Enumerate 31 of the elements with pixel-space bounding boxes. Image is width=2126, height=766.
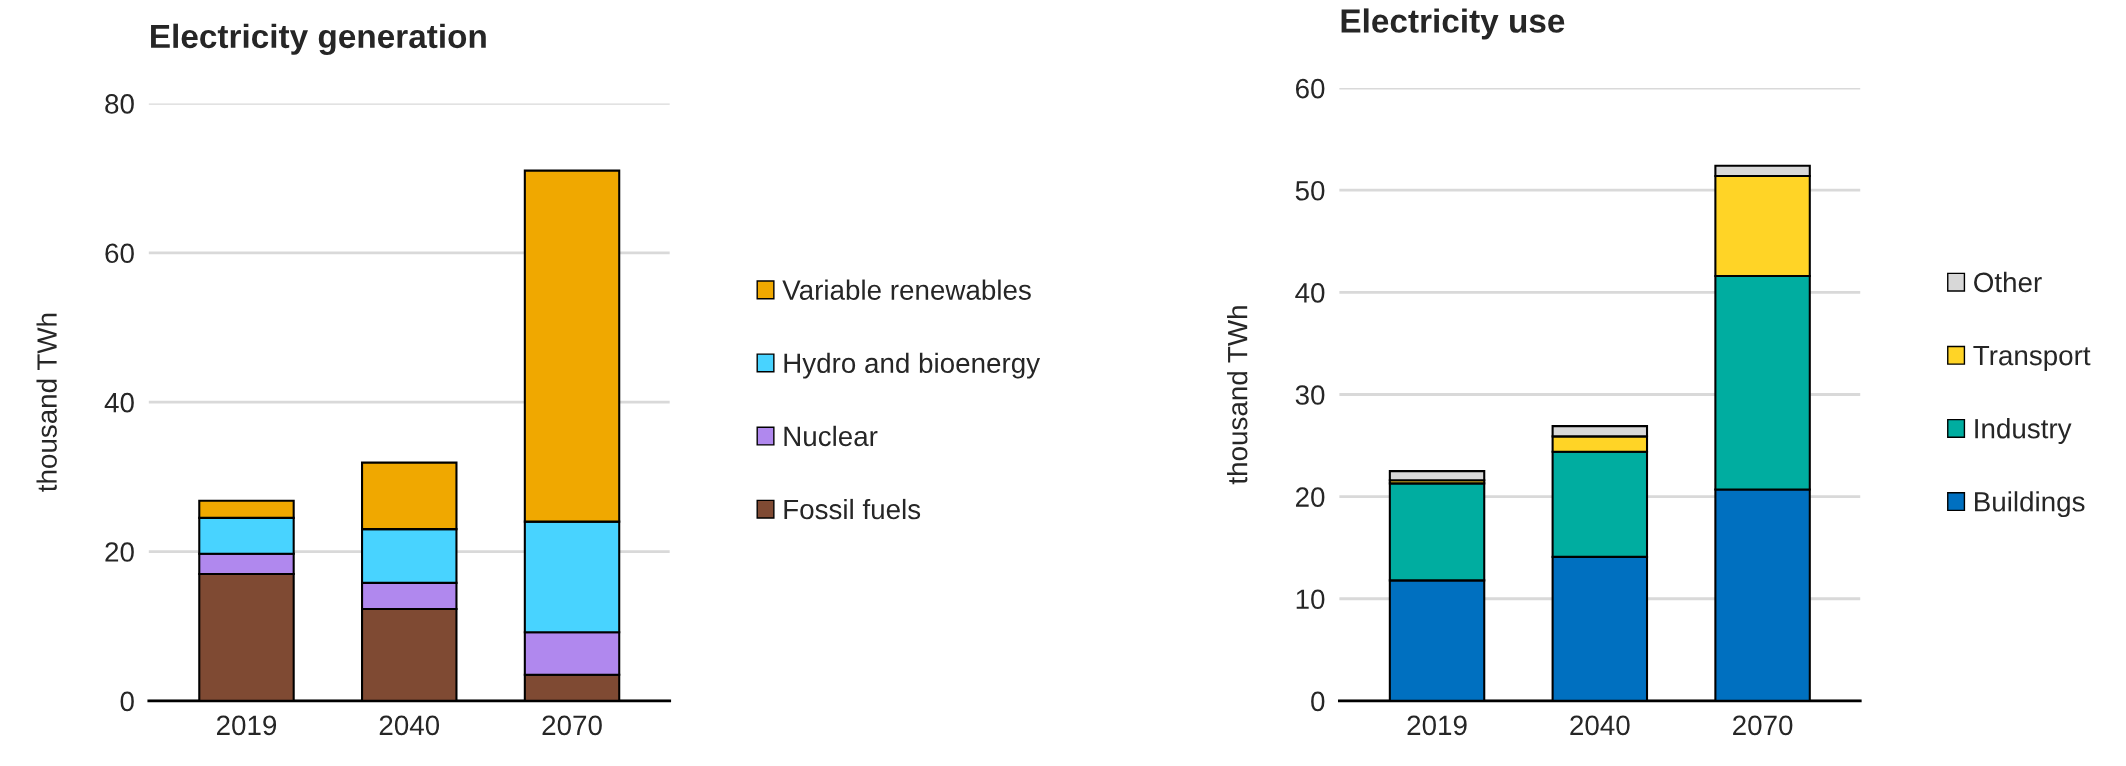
y-tick-label: 60: [1296, 78, 1325, 99]
y-tick-label: 40: [1295, 283, 1325, 303]
x-tick-label: 2040: [1570, 715, 1630, 736]
legend-label: Hydro and bioenergy: [784, 352, 1041, 379]
x-tick-label: 2019: [1407, 715, 1467, 736]
y-tick-label: 10: [1296, 589, 1325, 610]
chart-title: Electricity use: [1341, 8, 1565, 40]
x-tick-label: 2040: [379, 715, 440, 736]
y-tick-label: 30: [1295, 385, 1325, 405]
legend-label: Transport: [1973, 346, 2091, 371]
x-tick-label: 2070: [542, 715, 602, 736]
y-tick-label: 80: [105, 94, 134, 114]
legend-label: Buildings: [1975, 491, 2085, 518]
y-axis-title: thousand TWh: [36, 313, 57, 492]
chart-title: Electricity generation: [151, 23, 486, 55]
y-axis-title: thousand TWh: [1227, 306, 1248, 485]
legend-label: Variable renewables: [782, 279, 1031, 300]
y-tick-label: 50: [1295, 180, 1325, 201]
legend-label: Fossil fuels: [784, 498, 921, 520]
x-tick-label: 2019: [216, 715, 277, 736]
bar: [1388, 470, 1486, 482]
legend-label: Nuclear: [784, 425, 878, 447]
legend-label: Industry: [1975, 418, 2072, 444]
legend-label: Other: [1974, 271, 2042, 293]
y-tick-label: 40: [104, 392, 134, 413]
x-tick-label: 2070: [1733, 715, 1793, 736]
y-tick-label: 0: [120, 691, 134, 712]
y-tick-label: 20: [1295, 487, 1325, 507]
y-tick-label: 60: [105, 243, 134, 264]
y-tick-label: 20: [105, 542, 134, 562]
y-tick-label: 0: [1311, 691, 1325, 712]
